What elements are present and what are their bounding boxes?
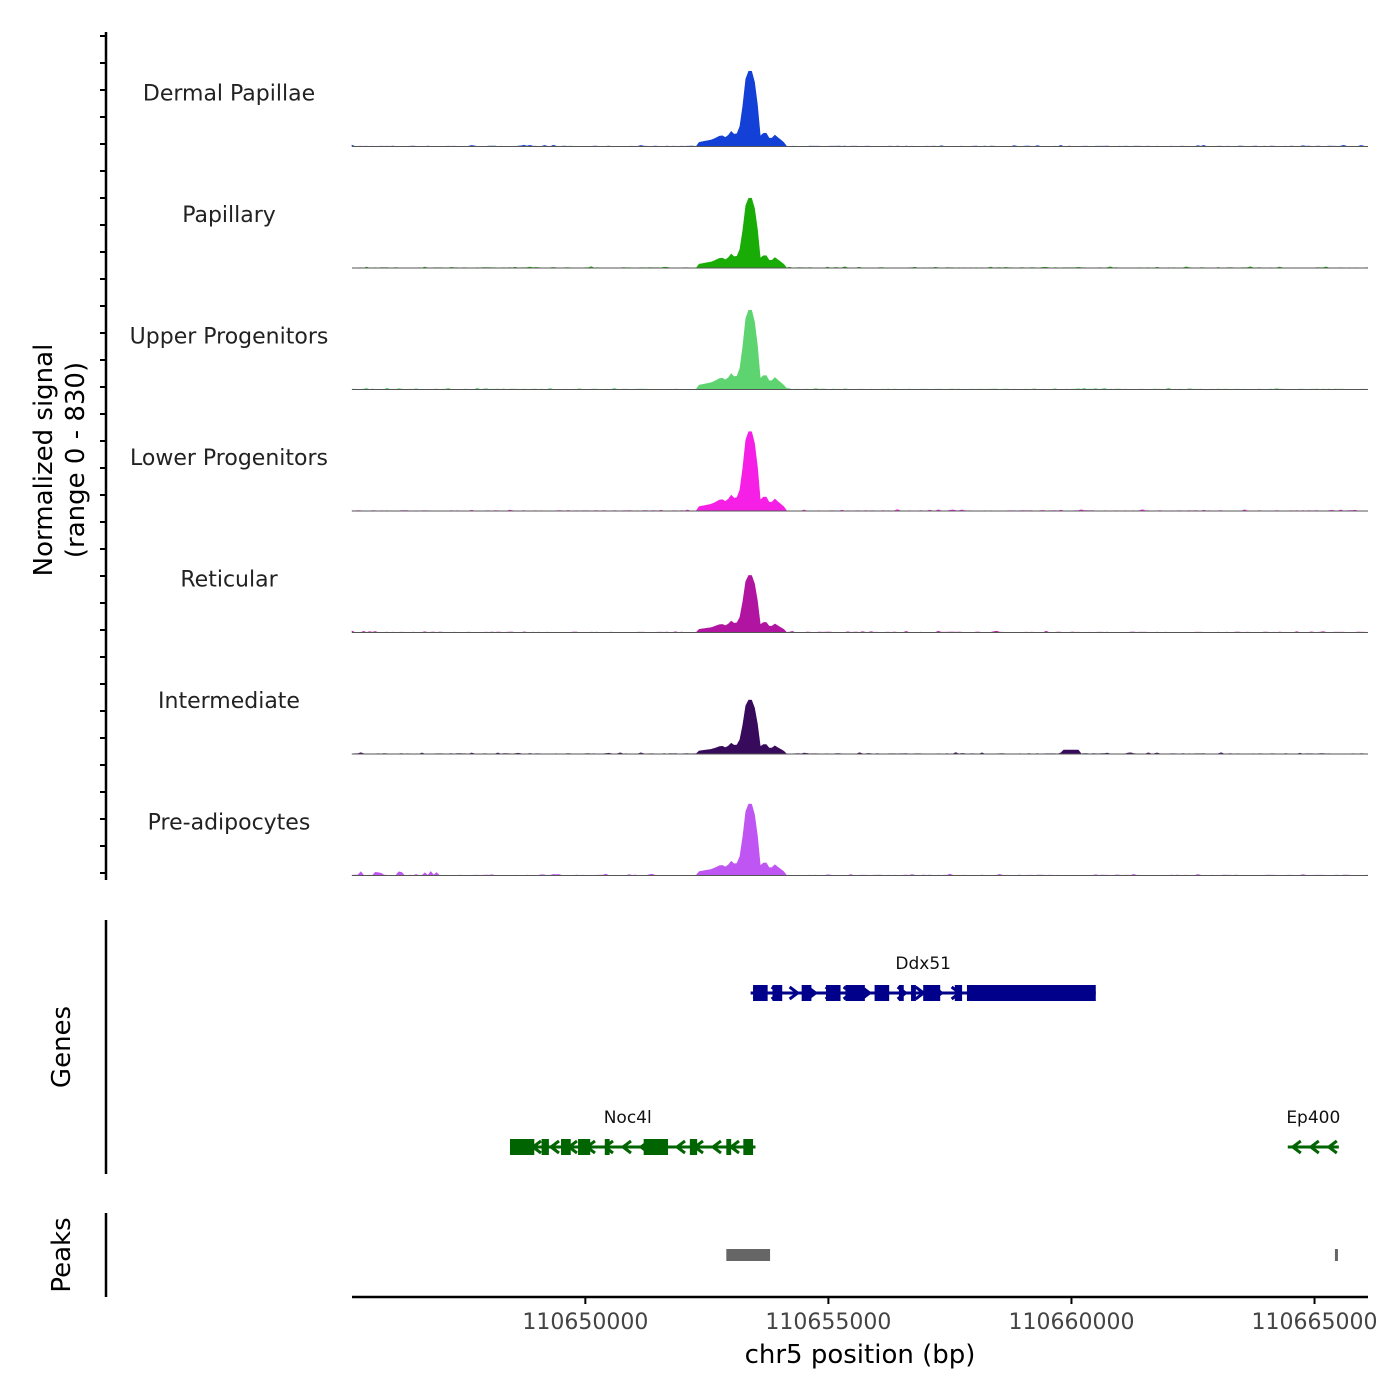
gene-label: Noc4l	[604, 1108, 652, 1128]
track-pre-adipocytes: Pre-adipocytes	[148, 803, 1369, 876]
x-tick-label: 110665000	[1252, 1310, 1378, 1335]
exon	[541, 1139, 549, 1155]
y-axis-label-range: (range 0 - 830)	[61, 362, 91, 558]
track-label: Upper Progenitors	[130, 325, 329, 350]
track-dermal-papillae: Dermal Papillae	[143, 70, 1368, 147]
coverage-area	[351, 803, 1369, 876]
track-label: Papillary	[182, 203, 276, 228]
track-label: Intermediate	[158, 689, 300, 714]
exon	[825, 985, 841, 1001]
coverage-area	[351, 431, 1369, 512]
exon	[509, 1139, 535, 1155]
exon	[772, 985, 783, 1001]
exon	[561, 1139, 571, 1155]
coverage-area	[351, 575, 1369, 633]
exon	[923, 985, 941, 1001]
x-tick-label: 110655000	[765, 1310, 891, 1335]
exon	[954, 985, 963, 1001]
x-axis: 110650000 110655000 110660000 110665000	[352, 1295, 1378, 1335]
x-axis-title: chr5 position (bp)	[745, 1340, 976, 1370]
signal-axis	[100, 32, 108, 880]
gene-label: Ddx51	[895, 954, 951, 974]
strand-arrow	[1290, 1139, 1302, 1155]
exon	[643, 1139, 668, 1155]
strand-arrow	[788, 985, 801, 1001]
track-upper-progenitors: Upper Progenitors	[130, 309, 1369, 390]
exon	[966, 985, 1096, 1001]
coverage-area	[351, 309, 1369, 390]
exon	[845, 985, 865, 1001]
gene-noc4l: Noc4l	[509, 1108, 756, 1155]
track-intermediate: Intermediate	[158, 689, 1369, 755]
peak-track	[104, 1213, 1338, 1297]
coverage-tracks: Dermal Papillae Papillary Upper Progenitor…	[130, 70, 1369, 876]
strand-arrow	[710, 1139, 722, 1155]
coverage-area	[351, 70, 1368, 147]
strand-arrow	[1308, 1139, 1320, 1155]
track-label: Reticular	[180, 568, 278, 593]
exon	[753, 985, 768, 1001]
peak-region	[726, 1249, 771, 1261]
track-lower-progenitors: Lower Progenitors	[130, 431, 1369, 512]
coverage-area	[351, 197, 1369, 269]
gene-track: Ddx51 Noc4l Ep400	[104, 920, 1340, 1174]
exon	[874, 985, 890, 1001]
track-label: Pre-adipocytes	[148, 811, 311, 836]
peak-region	[1334, 1249, 1338, 1261]
exon	[743, 1139, 754, 1155]
track-reticular: Reticular	[180, 568, 1369, 633]
exon	[604, 1139, 610, 1155]
strand-arrow	[674, 1139, 686, 1155]
track-papillary: Papillary	[182, 197, 1369, 269]
genes-label: Genes	[47, 1006, 77, 1088]
exon	[726, 1139, 732, 1155]
gene-ep400: Ep400	[1286, 1108, 1340, 1155]
exon	[578, 1139, 591, 1155]
strand-arrow	[548, 1139, 560, 1155]
exon	[801, 985, 812, 1001]
exon	[898, 985, 904, 1001]
y-axis-label: Normalized signal	[29, 344, 59, 577]
coverage-area	[351, 699, 1369, 755]
x-tick-label: 110650000	[522, 1310, 648, 1335]
exon	[911, 985, 916, 1001]
x-tick-label: 110660000	[1008, 1310, 1134, 1335]
gene-ddx51: Ddx51	[750, 954, 1096, 1001]
strand-arrow	[620, 1139, 632, 1155]
strand-arrow	[1326, 1139, 1338, 1155]
gene-label: Ep400	[1286, 1108, 1340, 1128]
exon	[689, 1139, 698, 1155]
peaks-label: Peaks	[47, 1217, 77, 1292]
track-label: Dermal Papillae	[143, 82, 315, 107]
track-label: Lower Progenitors	[130, 446, 328, 471]
